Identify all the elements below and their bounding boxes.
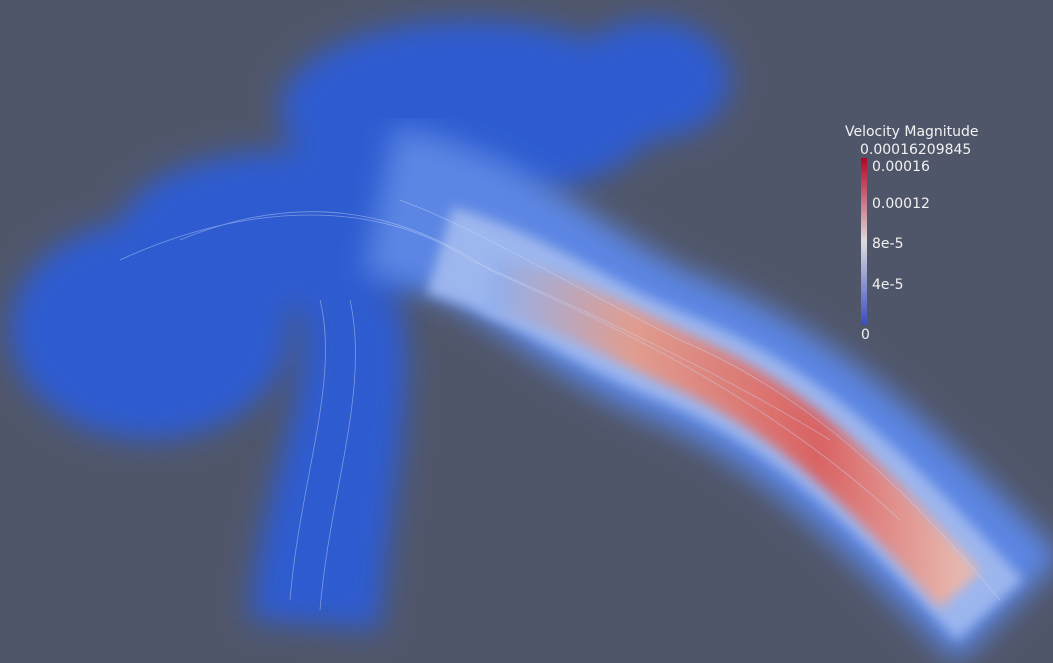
legend-tick-label: 0.00016 — [872, 159, 930, 175]
legend-title: Velocity Magnitude — [845, 124, 979, 140]
color-bar — [861, 158, 867, 325]
legend-tick-label: 0 — [861, 327, 870, 343]
legend-tick-label: 8e-5 — [872, 236, 904, 252]
legend-max: 0.00016209845 — [860, 142, 972, 158]
legend-tick-label: 4e-5 — [872, 277, 904, 293]
legend-tick-label: 0.00012 — [872, 196, 930, 212]
streamlines — [119, 199, 1001, 611]
vessel-core — [484, 257, 981, 609]
